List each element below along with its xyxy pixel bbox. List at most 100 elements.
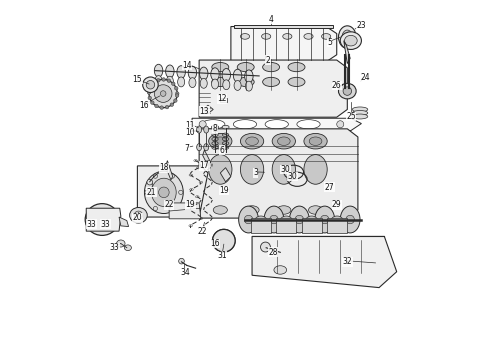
Text: 29: 29 xyxy=(332,200,342,209)
Ellipse shape xyxy=(200,78,207,88)
Ellipse shape xyxy=(150,101,154,104)
Ellipse shape xyxy=(196,144,201,151)
Ellipse shape xyxy=(241,134,264,149)
Ellipse shape xyxy=(339,83,356,99)
Ellipse shape xyxy=(288,77,305,86)
Ellipse shape xyxy=(212,63,229,72)
Ellipse shape xyxy=(145,190,149,194)
Text: 21: 21 xyxy=(147,188,156,197)
Ellipse shape xyxy=(145,171,183,213)
Ellipse shape xyxy=(175,92,179,95)
Ellipse shape xyxy=(283,33,292,39)
Ellipse shape xyxy=(214,137,227,145)
Ellipse shape xyxy=(212,79,219,89)
Ellipse shape xyxy=(245,70,253,83)
Polygon shape xyxy=(234,25,333,28)
Ellipse shape xyxy=(305,216,318,230)
Polygon shape xyxy=(199,60,347,117)
Ellipse shape xyxy=(222,125,229,129)
Text: 30: 30 xyxy=(288,172,297,181)
Ellipse shape xyxy=(154,64,163,77)
Ellipse shape xyxy=(315,206,335,233)
Ellipse shape xyxy=(237,63,254,72)
Ellipse shape xyxy=(346,215,354,224)
Ellipse shape xyxy=(149,80,177,108)
Ellipse shape xyxy=(304,134,327,149)
Polygon shape xyxy=(137,166,208,217)
Polygon shape xyxy=(231,27,337,62)
Text: 15: 15 xyxy=(133,75,142,84)
Text: 32: 32 xyxy=(343,257,352,266)
Ellipse shape xyxy=(245,215,253,224)
Ellipse shape xyxy=(239,206,258,233)
Ellipse shape xyxy=(147,91,151,94)
Text: 16: 16 xyxy=(140,102,149,111)
Ellipse shape xyxy=(213,229,235,252)
Text: 14: 14 xyxy=(182,61,192,70)
Ellipse shape xyxy=(172,82,175,86)
Text: 10: 10 xyxy=(186,128,195,137)
Text: 17: 17 xyxy=(199,161,209,170)
Ellipse shape xyxy=(143,77,158,93)
Polygon shape xyxy=(203,105,213,114)
Ellipse shape xyxy=(166,76,173,86)
Polygon shape xyxy=(327,218,347,233)
Polygon shape xyxy=(276,218,296,233)
Ellipse shape xyxy=(218,234,230,247)
Ellipse shape xyxy=(159,187,169,198)
Text: 31: 31 xyxy=(217,251,227,260)
Ellipse shape xyxy=(241,33,249,39)
Polygon shape xyxy=(252,237,397,288)
Text: 18: 18 xyxy=(159,163,169,172)
Ellipse shape xyxy=(237,77,254,86)
Ellipse shape xyxy=(148,96,151,100)
Ellipse shape xyxy=(204,126,209,133)
Ellipse shape xyxy=(189,78,196,87)
Ellipse shape xyxy=(321,33,331,39)
Text: 27: 27 xyxy=(325,183,335,192)
Ellipse shape xyxy=(342,30,353,44)
Polygon shape xyxy=(199,129,358,218)
Text: 16: 16 xyxy=(210,239,220,248)
Ellipse shape xyxy=(254,216,268,230)
Text: 2: 2 xyxy=(266,55,270,64)
Ellipse shape xyxy=(223,80,230,90)
Ellipse shape xyxy=(177,66,185,78)
Ellipse shape xyxy=(344,35,357,46)
Ellipse shape xyxy=(152,81,155,85)
Ellipse shape xyxy=(157,78,160,82)
Ellipse shape xyxy=(155,76,162,85)
Ellipse shape xyxy=(173,99,177,102)
Text: 25: 25 xyxy=(346,112,356,121)
Ellipse shape xyxy=(221,238,227,243)
Ellipse shape xyxy=(245,137,258,145)
Ellipse shape xyxy=(174,86,178,90)
Text: 12: 12 xyxy=(218,94,227,103)
Ellipse shape xyxy=(199,67,208,80)
Text: 33: 33 xyxy=(101,220,111,229)
Ellipse shape xyxy=(209,134,232,149)
Ellipse shape xyxy=(147,179,152,185)
Ellipse shape xyxy=(309,137,322,145)
Text: 26: 26 xyxy=(332,81,342,90)
Ellipse shape xyxy=(212,125,219,129)
Text: 19: 19 xyxy=(186,200,195,209)
Text: 11: 11 xyxy=(186,121,195,130)
Text: 13: 13 xyxy=(199,107,209,116)
Ellipse shape xyxy=(170,103,173,107)
Ellipse shape xyxy=(154,85,172,102)
Text: 33: 33 xyxy=(87,220,97,229)
Ellipse shape xyxy=(213,229,235,252)
Ellipse shape xyxy=(211,68,219,81)
Ellipse shape xyxy=(337,121,344,128)
Ellipse shape xyxy=(167,79,171,82)
Ellipse shape xyxy=(264,206,284,233)
Ellipse shape xyxy=(165,105,169,109)
Ellipse shape xyxy=(245,81,252,91)
Ellipse shape xyxy=(330,216,344,230)
Ellipse shape xyxy=(151,178,176,207)
Ellipse shape xyxy=(177,77,185,87)
Ellipse shape xyxy=(170,206,174,211)
Text: 7: 7 xyxy=(184,144,189,153)
Ellipse shape xyxy=(245,206,259,214)
